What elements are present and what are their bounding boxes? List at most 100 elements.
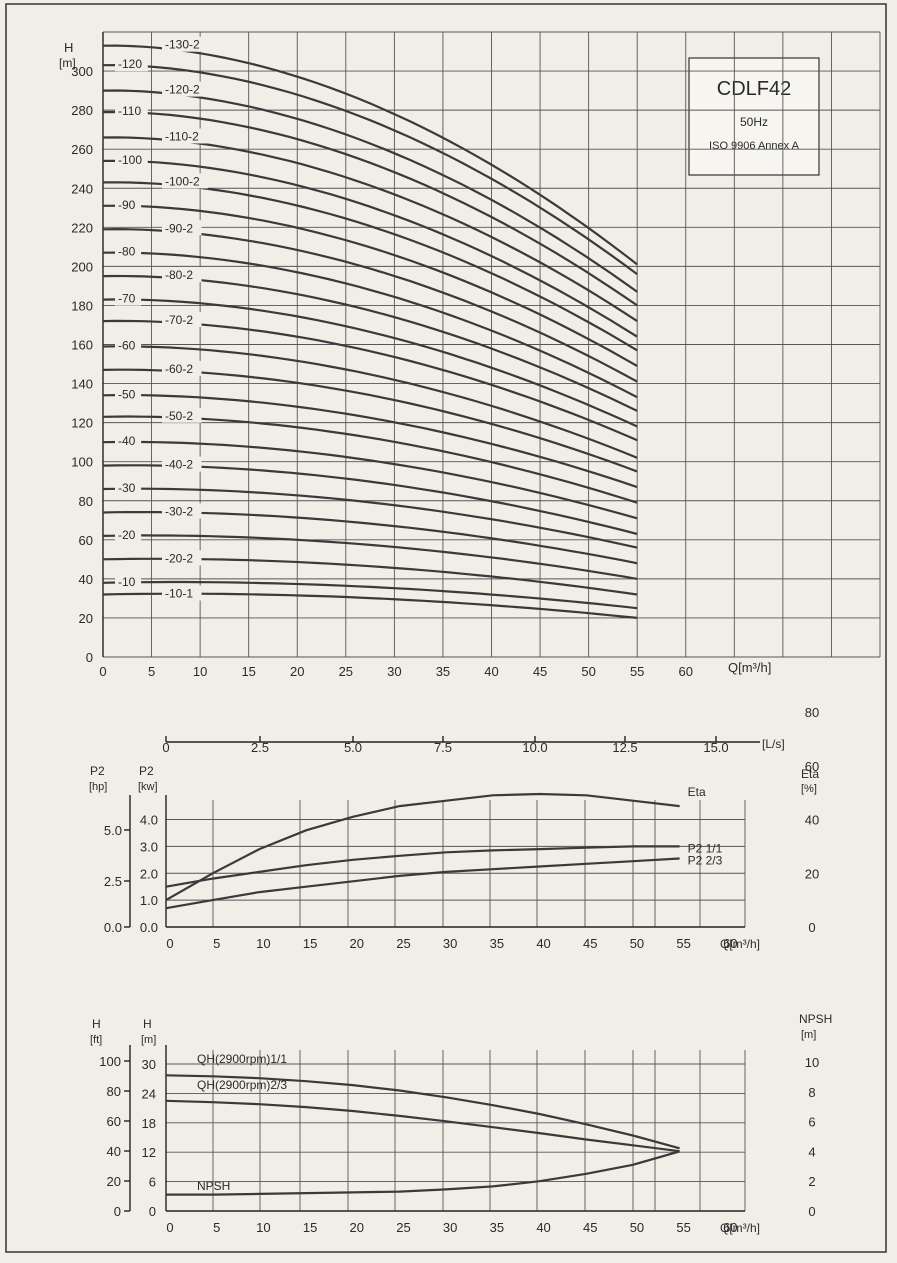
m-tick-label: 24 [142,1086,156,1101]
eta-tick-label: 60 [805,759,819,774]
ls-tick-label: 10.0 [522,740,547,755]
y-tick-label: 60 [79,533,93,548]
curve80 [102,251,638,399]
h-ft-title: H [92,1017,101,1031]
hp-tick-label: 0.0 [104,920,122,935]
ft-tick-label: 80 [107,1084,121,1099]
ls-tick-label: 15.0 [703,740,728,755]
curve50 [102,394,638,489]
x-tick-label: 25 [339,664,353,679]
x-tick-label: 15 [241,664,255,679]
m-tick-label: 12 [142,1145,156,1160]
curvep2-1-1 [165,845,680,888]
x-tick-label-3: 35 [490,1220,504,1235]
ft-tick-label: 100 [99,1054,121,1069]
npsh-tick-label: 10 [805,1055,819,1070]
ls-tick-label: 7.5 [434,740,452,755]
x-tick-label: 45 [533,664,547,679]
y-tick-label: 200 [71,259,93,274]
power-efficiency-chart: 0 2.5 5.0 7.5 10.0 12.5 15.0 0.0 1.0 2.0 3.0 4.0 0.0… [104,705,819,951]
curveeta [165,792,680,902]
curve-label20: -20 [118,528,136,542]
curve-label90: -90 [118,198,136,212]
p2-hp-title: P2 [90,764,105,778]
ls-tick-label: 5.0 [344,740,362,755]
x-tick-label-3: 45 [583,1220,597,1235]
x-tick-label-3: 60 [723,1220,737,1235]
y-tick-label: 300 [71,64,93,79]
curve-label100: -100 [118,153,142,167]
curve-label10: -10 [118,575,136,589]
h-axis-unit: [m] [59,56,76,70]
p2-kw-title: P2 [139,764,154,778]
x-tick-label-2: 35 [490,936,504,951]
y-tick-label: 40 [79,572,93,587]
curve-label120: -120 [118,57,142,71]
curve130-2 [102,44,638,266]
x-tick-label: 30 [387,664,401,679]
curve-label50: -50 [118,387,136,401]
curve20 [102,534,638,580]
x-tick-label: 55 [630,664,644,679]
m-tick-label: 6 [149,1175,156,1190]
curve-label100-2: -100-2 [165,174,200,188]
h-m-unit: [m] [141,1034,156,1046]
ft-tick-label: 60 [107,1114,121,1129]
x-tick-label-2: 10 [256,936,270,951]
kw-tick-label: 3.0 [140,839,158,854]
y-tick-label: 240 [71,181,93,196]
curve-label80-2: -80-2 [165,268,193,282]
ls-tick-label: 2.5 [251,740,269,755]
curvep2-2-3 [165,857,680,910]
ls-tick-label: 0 [162,740,169,755]
y-tick-label: 120 [71,416,93,431]
ls-tick-label: 12.5 [612,740,637,755]
frequency-label: 50Hz [740,115,768,129]
eta-tick-label: 40 [805,813,819,828]
series-labelqh-2900rpm-1-1: QH(2900rpm)1/1 [197,1052,287,1066]
curve-label-bg [115,526,142,542]
y-tick-label: 260 [71,142,93,157]
curve-label70: -70 [118,292,136,306]
x-tick-label-3: 15 [303,1220,317,1235]
y-tick-label: 80 [79,494,93,509]
series-labelqh-2900rpm-2-3: QH(2900rpm)2/3 [197,1078,287,1092]
y-tick-label: 20 [79,611,93,626]
curve100 [102,159,638,338]
curve120 [102,63,638,276]
model-name: CDLF42 [717,78,791,100]
x-tick-label-3: 40 [536,1220,550,1235]
m-tick-label: 30 [142,1057,156,1072]
curve-label-bg [162,407,202,423]
series-labelp2-2-3: P2 2/3 [688,853,723,867]
npsh-axis-unit: [m] [801,1029,816,1041]
x-tick-label-2: 55 [676,936,690,951]
h-ft-unit: [ft] [90,1034,102,1046]
npsh-tick-label: 4 [808,1144,815,1159]
curve-label-bg [115,573,142,589]
curve-label60: -60 [118,338,136,352]
legend-frame [688,57,820,176]
curve-label-bg [115,56,148,72]
y-tick-label: 140 [71,377,93,392]
x-tick-label: 35 [436,664,450,679]
curveqh-2900rpm-1-1 [165,1074,680,1150]
hp-tick-label: 2.5 [104,874,122,889]
m-tick-label: 0 [149,1204,156,1219]
x-tick-label-3: 20 [350,1220,364,1235]
curve-label130-2: -130-2 [165,38,200,52]
curve-label-bg [162,456,202,472]
curve-label80: -80 [118,245,136,259]
x-tick-label-2: 45 [583,936,597,951]
x-tick-label-2: 30 [443,936,457,951]
kw-tick-label: 0.0 [140,920,158,935]
y-tick-label: 0 [86,650,93,665]
npsh-axis-title: NPSH [799,1012,832,1026]
model-legend-box: CDLF42 50Hz ISO 9906 Annex A [688,57,820,176]
series-labelp2-1-1: P2 1/1 [688,841,723,855]
eta-axis-title: Eta [801,767,819,781]
ft-tick-label: 40 [107,1144,121,1159]
kw-tick-label: 2.0 [140,866,158,881]
